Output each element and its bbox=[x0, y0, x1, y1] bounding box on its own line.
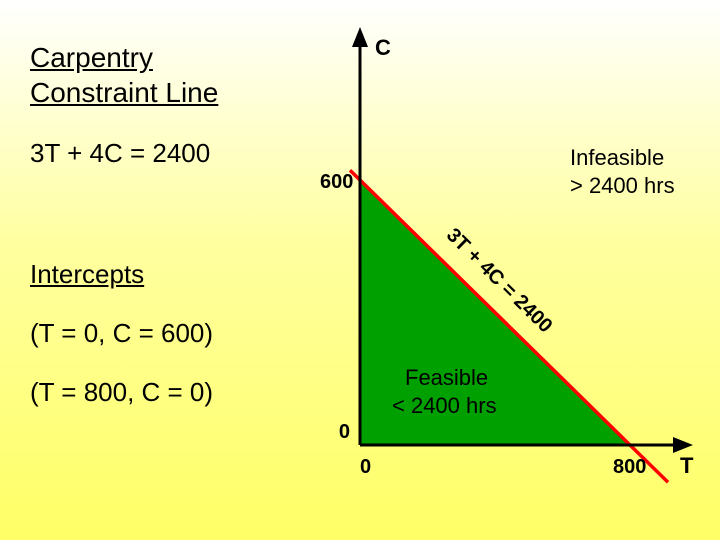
text-column: Carpentry Constraint Line 3T + 4C = 2400… bbox=[30, 40, 300, 408]
origin-y-tick: 0 bbox=[339, 421, 350, 443]
infeasible-label-2: > 2400 hrs bbox=[570, 173, 675, 198]
constraint-chart: C T 600 0 0 800 Infeasible > 2400 hrs Fe… bbox=[320, 25, 700, 495]
x-axis-label: T bbox=[680, 453, 694, 478]
x-intercept-tick: 800 bbox=[613, 456, 646, 478]
infeasible-label-1: Infeasible bbox=[570, 145, 664, 170]
title-line-1: Carpentry bbox=[30, 42, 153, 73]
chart-title: Carpentry Constraint Line bbox=[30, 40, 300, 110]
y-axis-arrow-icon bbox=[352, 27, 368, 47]
x-axis-arrow-icon bbox=[673, 437, 693, 453]
intercept-1: (T = 0, C = 600) bbox=[30, 318, 300, 349]
intercept-2: (T = 800, C = 0) bbox=[30, 377, 300, 408]
feasible-label-2: < 2400 hrs bbox=[392, 393, 497, 418]
y-axis-label: C bbox=[375, 35, 391, 60]
origin-x-tick: 0 bbox=[360, 456, 371, 478]
title-line-2: Constraint Line bbox=[30, 77, 218, 108]
constraint-equation: 3T + 4C = 2400 bbox=[30, 138, 300, 169]
feasible-label-1: Feasible bbox=[405, 365, 488, 390]
y-intercept-tick: 600 bbox=[320, 171, 353, 193]
chart-svg: C T 600 0 0 800 Infeasible > 2400 hrs Fe… bbox=[320, 25, 700, 495]
intercepts-heading: Intercepts bbox=[30, 259, 300, 290]
